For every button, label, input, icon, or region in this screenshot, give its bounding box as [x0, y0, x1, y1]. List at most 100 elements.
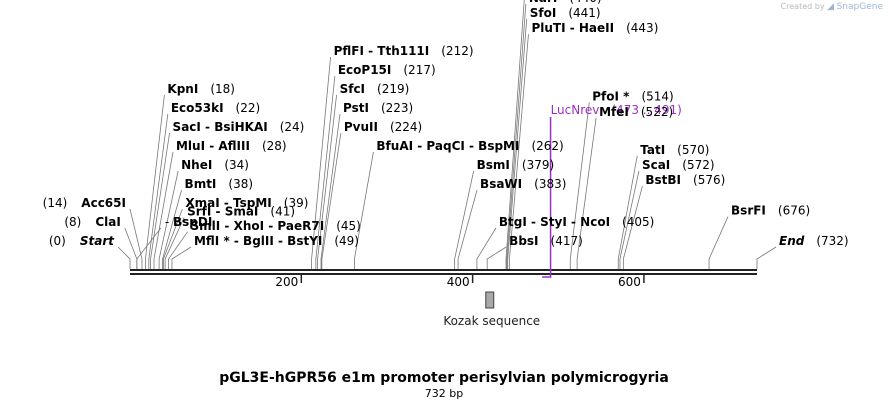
- site-bsmi[interactable]: BsmI (379): [477, 158, 555, 172]
- site-position: (441): [568, 6, 600, 20]
- site-position: (522): [641, 105, 673, 119]
- credit-prefix: Created by: [780, 2, 825, 11]
- site-clai[interactable]: (8) ClaI: [64, 215, 120, 229]
- site-bstbi[interactable]: BstBI (576): [645, 173, 725, 187]
- site-tati[interactable]: TatI (570): [640, 143, 709, 157]
- site-scai[interactable]: ScaI (572): [642, 158, 715, 172]
- site-position: (379): [522, 158, 554, 172]
- site-srfi-smai[interactable]: SrfI - SmaI (41): [187, 205, 295, 219]
- site-pluti-haeii[interactable]: PluTI - HaeII (443): [531, 21, 658, 35]
- site-name: BsrFI: [731, 204, 766, 218]
- sequence-backbone: [130, 269, 757, 275]
- site-position: (576): [693, 173, 725, 187]
- snapgene-credit: Created by ◢ SnapGene: [781, 2, 883, 12]
- site-sfci[interactable]: SfcI (219): [340, 82, 410, 96]
- site-start[interactable]: (0) Start: [49, 234, 115, 248]
- site-name: KpnI: [167, 82, 198, 96]
- leader-bmti: [162, 189, 182, 269]
- site-nhei[interactable]: NheI (34): [181, 158, 249, 172]
- site-position: (440): [569, 0, 601, 5]
- site-bsrfi[interactable]: BsrFI (676): [731, 204, 810, 218]
- site-position: (570): [677, 143, 709, 157]
- primer-lucnrev[interactable]: LucNrev (473 .. 491): [542, 103, 682, 278]
- site-position: (223): [381, 101, 413, 115]
- site-position: (24): [280, 120, 305, 134]
- site-eco53ki[interactable]: Eco53kI (22): [171, 101, 260, 115]
- site-kpni[interactable]: KpnI (18): [167, 82, 235, 96]
- map-length: 732 bp: [425, 387, 463, 400]
- leader-xmai-tspmi: [163, 208, 183, 269]
- site-psti[interactable]: PstI (223): [343, 101, 413, 115]
- site-position: (8): [64, 215, 81, 229]
- site-acc65i[interactable]: (14) Acc65I: [43, 196, 126, 210]
- site-name: ScaI: [642, 158, 670, 172]
- leader-bsrfi: [708, 216, 729, 269]
- site-position: (217): [403, 63, 435, 77]
- site-name: PluTI - HaeII: [531, 21, 614, 35]
- site-name: BbsI: [509, 234, 538, 248]
- snapgene-logo-icon: ◢: [827, 2, 835, 12]
- feature-kozak[interactable]: Kozak sequence: [443, 291, 540, 328]
- site-bsawi[interactable]: BsaWI (383): [480, 177, 566, 191]
- site-name: SrfI - SmaI: [187, 205, 258, 219]
- leader-sfoi: [507, 18, 528, 269]
- site-name: ClaI: [95, 215, 120, 229]
- site-saci-bsihkai[interactable]: SacI - BsiHKAI (24): [173, 120, 305, 134]
- site-nari[interactable]: NarI (440): [529, 0, 602, 5]
- site-pflfi-tth111i[interactable]: PflFI - Tth111I (212): [334, 44, 474, 58]
- site-btgi-styi-ncoi[interactable]: BtgI - StyI - NcoI (405): [499, 215, 654, 229]
- site-mfli-bglii-bstyi[interactable]: MflI * - BglII - BstYI (49): [194, 234, 359, 248]
- leader-pluti-haeii: [509, 34, 529, 269]
- leader-mfli-bglii-bstyi: [171, 246, 192, 269]
- leader-bfuai-paqci-bspmi: [354, 151, 374, 269]
- site-mlui-afliii[interactable]: MluI - AflIII (28): [176, 139, 287, 153]
- leader-pfoi: [569, 102, 590, 269]
- leader-bbsi: [486, 246, 507, 269]
- site-name: MluI - AflIII: [176, 139, 250, 153]
- leader-acc65i: [129, 208, 143, 269]
- site-name: Acc65I: [81, 196, 126, 210]
- primer-range: (473 .. 491): [611, 103, 681, 117]
- site-name: BstBI: [645, 173, 681, 187]
- leader-scai: [619, 170, 640, 269]
- site-position: (212): [441, 44, 473, 58]
- leader-mfei: [576, 117, 597, 269]
- site-position: (41): [270, 205, 295, 219]
- site-xmai-tspmi[interactable]: XmaI - TspMI (39): [185, 196, 308, 210]
- site-smli-xhoi-paer7i[interactable]: SmlI - XhoI - PaeR7I (45): [191, 219, 361, 233]
- site-labels: (0) Start (8) ClaI - BspDI (14) Acc65I KpnI (18…: [43, 0, 849, 248]
- site-name: BsmI: [477, 158, 510, 172]
- site-bbsi[interactable]: BbsI (417): [509, 234, 583, 248]
- kozak-label: Kozak sequence: [443, 314, 540, 328]
- site-ecop15i[interactable]: EcoP15I (217): [338, 63, 436, 77]
- tick-label: 600: [618, 275, 641, 289]
- site-bfuai-paqci-bspmi[interactable]: BfuAI - PaqCI - BspMI (262): [376, 139, 563, 153]
- site-position: (28): [262, 139, 287, 153]
- leader-eco53ki: [148, 113, 169, 269]
- leader-srfi-smai: [164, 217, 185, 269]
- leader-kpni: [145, 94, 165, 269]
- leader-bsmi: [454, 170, 475, 269]
- site-bspdi[interactable]: - BspDI: [165, 215, 212, 229]
- site-bmti[interactable]: BmtI (38): [185, 177, 254, 191]
- map-title: pGL3E-hGPR56 e1m promoter perisylvian po…: [219, 370, 669, 386]
- site-leader-lines: [117, 0, 777, 269]
- leader-psti: [320, 113, 341, 269]
- leader-tati: [617, 155, 638, 269]
- site-name: SfcI: [340, 82, 365, 96]
- site-pfoi[interactable]: PfoI * (514): [592, 90, 673, 104]
- site-pvuii[interactable]: PvuII (224): [344, 120, 422, 134]
- site-sfoi[interactable]: SfoI (441): [530, 6, 601, 20]
- site-position: (14): [43, 196, 68, 210]
- site-position: (38): [228, 177, 253, 191]
- site-name: NheI: [181, 158, 212, 172]
- leader-clai: [124, 227, 138, 269]
- site-end[interactable]: End (732): [779, 234, 849, 248]
- kozak-box: [485, 291, 495, 309]
- backbone-bottom-strand: [130, 273, 757, 275]
- site-mfei[interactable]: MfeI (522): [599, 105, 673, 119]
- site-position: (224): [390, 120, 422, 134]
- site-name: BsaWI: [480, 177, 522, 191]
- site-name: PstI: [343, 101, 369, 115]
- leader-nari: [506, 3, 527, 269]
